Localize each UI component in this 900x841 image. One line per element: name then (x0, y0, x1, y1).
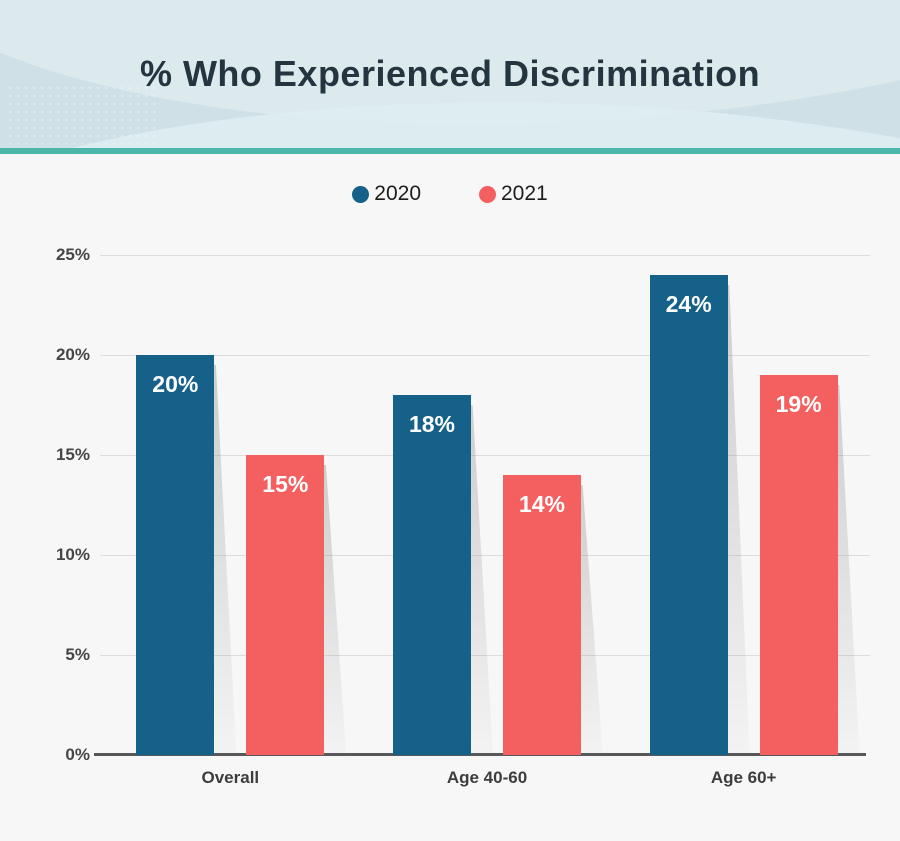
x-axis-label: Age 60+ (710, 768, 777, 787)
gridline (100, 555, 870, 556)
bar-2021-age-40-60: 14% (503, 475, 581, 755)
y-tick-label: 20% (55, 345, 90, 364)
bar-2021-age-60-: 19% (759, 375, 838, 755)
bar-drop-shadow (835, 385, 860, 755)
page-title: % Who Experienced Discrimination (139, 53, 761, 94)
y-tick-label: 5% (65, 645, 90, 664)
bar-2020-age-40-60: 18% (393, 395, 471, 755)
x-axis-label: Overall (201, 768, 260, 787)
gridline (100, 255, 870, 256)
bar-value-label: 24% (665, 291, 712, 317)
y-tick-label: 15% (55, 445, 90, 464)
bar-drop-shadow (469, 405, 493, 755)
legend-item-2021: 2021 (479, 182, 548, 206)
legend-item-2020: 2020 (352, 182, 421, 206)
bar-value-label: 15% (262, 471, 309, 497)
legend-dot-2021 (479, 185, 496, 203)
bar-value-label: 19% (775, 391, 822, 417)
x-axis-label: Age 40-60 (446, 768, 528, 787)
bar-value-label: 20% (152, 371, 199, 397)
y-tick-label: 0% (65, 745, 90, 764)
header-dot-texture (6, 84, 156, 144)
chart-legend: 2020 2021 (0, 182, 900, 206)
bar-drop-shadow (579, 485, 603, 755)
gridline (100, 355, 870, 356)
bar-drop-shadow (212, 365, 237, 755)
bar-value-label: 14% (518, 491, 566, 517)
bar-value-label: 18% (408, 411, 456, 437)
plot-area: 0% 5% 10% 15% 20% 25% 20% 15% Overall 18% 14% Age 4… (56, 245, 870, 787)
legend-dot-2020 (352, 185, 370, 203)
y-tick-label: 10% (55, 545, 90, 564)
bar-2020-overall: 20% (136, 355, 215, 755)
y-tick-label: 25% (55, 245, 90, 264)
chart-header: % Who Experienced Discrimination (0, 0, 900, 154)
legend-label-2020: 2020 (374, 182, 421, 205)
gridline (100, 455, 870, 456)
gridline (100, 655, 870, 656)
x-axis-line (94, 753, 866, 756)
bar-2021-overall: 15% (246, 455, 325, 755)
bar-drop-shadow (322, 465, 347, 755)
bar-2020-age-60-: 24% (649, 275, 728, 755)
legend-label-2021: 2021 (501, 182, 548, 205)
